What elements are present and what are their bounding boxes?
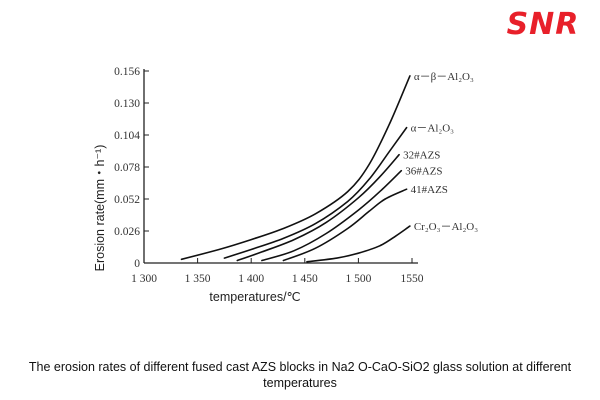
series-label-4: 41#AZS	[411, 184, 448, 196]
y-tick-label: 0.026	[114, 226, 140, 238]
x-tick-label: 1 300	[131, 273, 157, 285]
x-axis-title: temperatures/℃	[209, 290, 300, 304]
chart-series-labels: α－β－Al₂O₃ α－Al₂O₃ 32#AZS 36#AZS 41#AZS Cr₂O₃－…	[403, 71, 478, 233]
series-line-3	[261, 169, 403, 262]
series-label-0: α－β－Al₂O₃	[414, 71, 474, 83]
series-label-5: Cr₂O₃－Al₂O₃	[414, 221, 478, 233]
y-tick-label: 0.052	[114, 194, 140, 206]
y-axis-title: Erosion rate(mm・h⁻¹)	[93, 145, 107, 272]
y-tick-label: 0.078	[114, 162, 140, 174]
erosion-rate-chart: 0 0.026 0.052 0.078 0.104 0.130 0.156 1 300 1 35…	[93, 66, 478, 304]
x-tick-label: 1 450	[292, 273, 318, 285]
y-tick-label: 0.130	[114, 98, 140, 110]
snr-logo: SNR	[506, 6, 580, 42]
chart-axes	[143, 69, 418, 264]
series-line-1	[223, 126, 408, 259]
y-tick-label: 0	[134, 258, 140, 270]
series-label-3: 36#AZS	[405, 166, 442, 178]
figure-caption: The erosion rates of different fused cas…	[28, 360, 572, 390]
x-tick-label: 1 500	[345, 273, 371, 285]
y-tick-label: 0.156	[114, 66, 140, 78]
chart-series-lines	[180, 75, 411, 263]
x-tick-label: 1550	[401, 273, 424, 285]
y-tick-label: 0.104	[114, 130, 140, 142]
series-line-4	[282, 188, 408, 262]
x-tick-label: 1 350	[185, 273, 211, 285]
chart-ticks: 0 0.026 0.052 0.078 0.104 0.130 0.156 1 300 1 35…	[114, 66, 424, 285]
series-label-2: 32#AZS	[403, 150, 440, 162]
x-tick-label: 1 400	[238, 273, 264, 285]
series-label-1: α－Al₂O₃	[411, 123, 455, 135]
series-line-5	[306, 225, 411, 263]
series-line-0	[180, 75, 411, 261]
series-line-2	[236, 153, 400, 262]
